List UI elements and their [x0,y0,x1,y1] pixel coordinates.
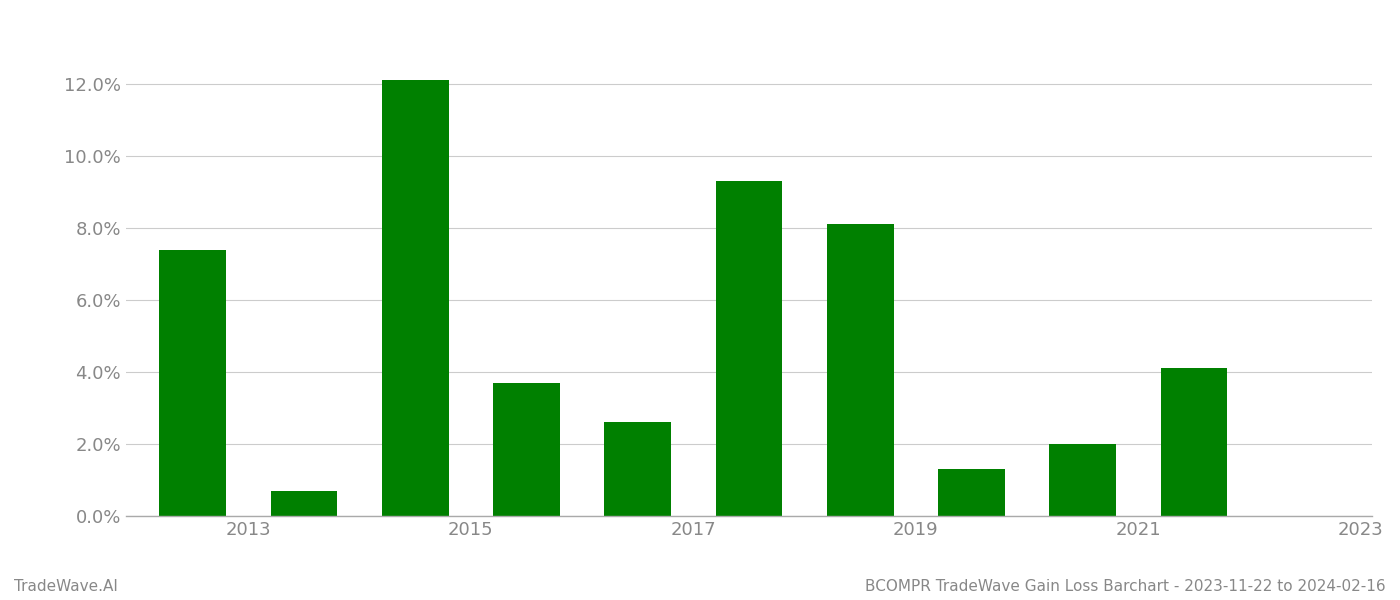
Text: TradeWave.AI: TradeWave.AI [14,579,118,594]
Text: BCOMPR TradeWave Gain Loss Barchart - 2023-11-22 to 2024-02-16: BCOMPR TradeWave Gain Loss Barchart - 20… [865,579,1386,594]
Bar [827,224,893,516]
Bar [938,469,1005,516]
Bar [160,250,227,516]
Bar [605,422,671,516]
Bar [1050,444,1116,516]
Bar [715,181,783,516]
Bar [1161,368,1228,516]
Bar [270,491,337,516]
Bar [382,80,448,516]
Bar [493,383,560,516]
